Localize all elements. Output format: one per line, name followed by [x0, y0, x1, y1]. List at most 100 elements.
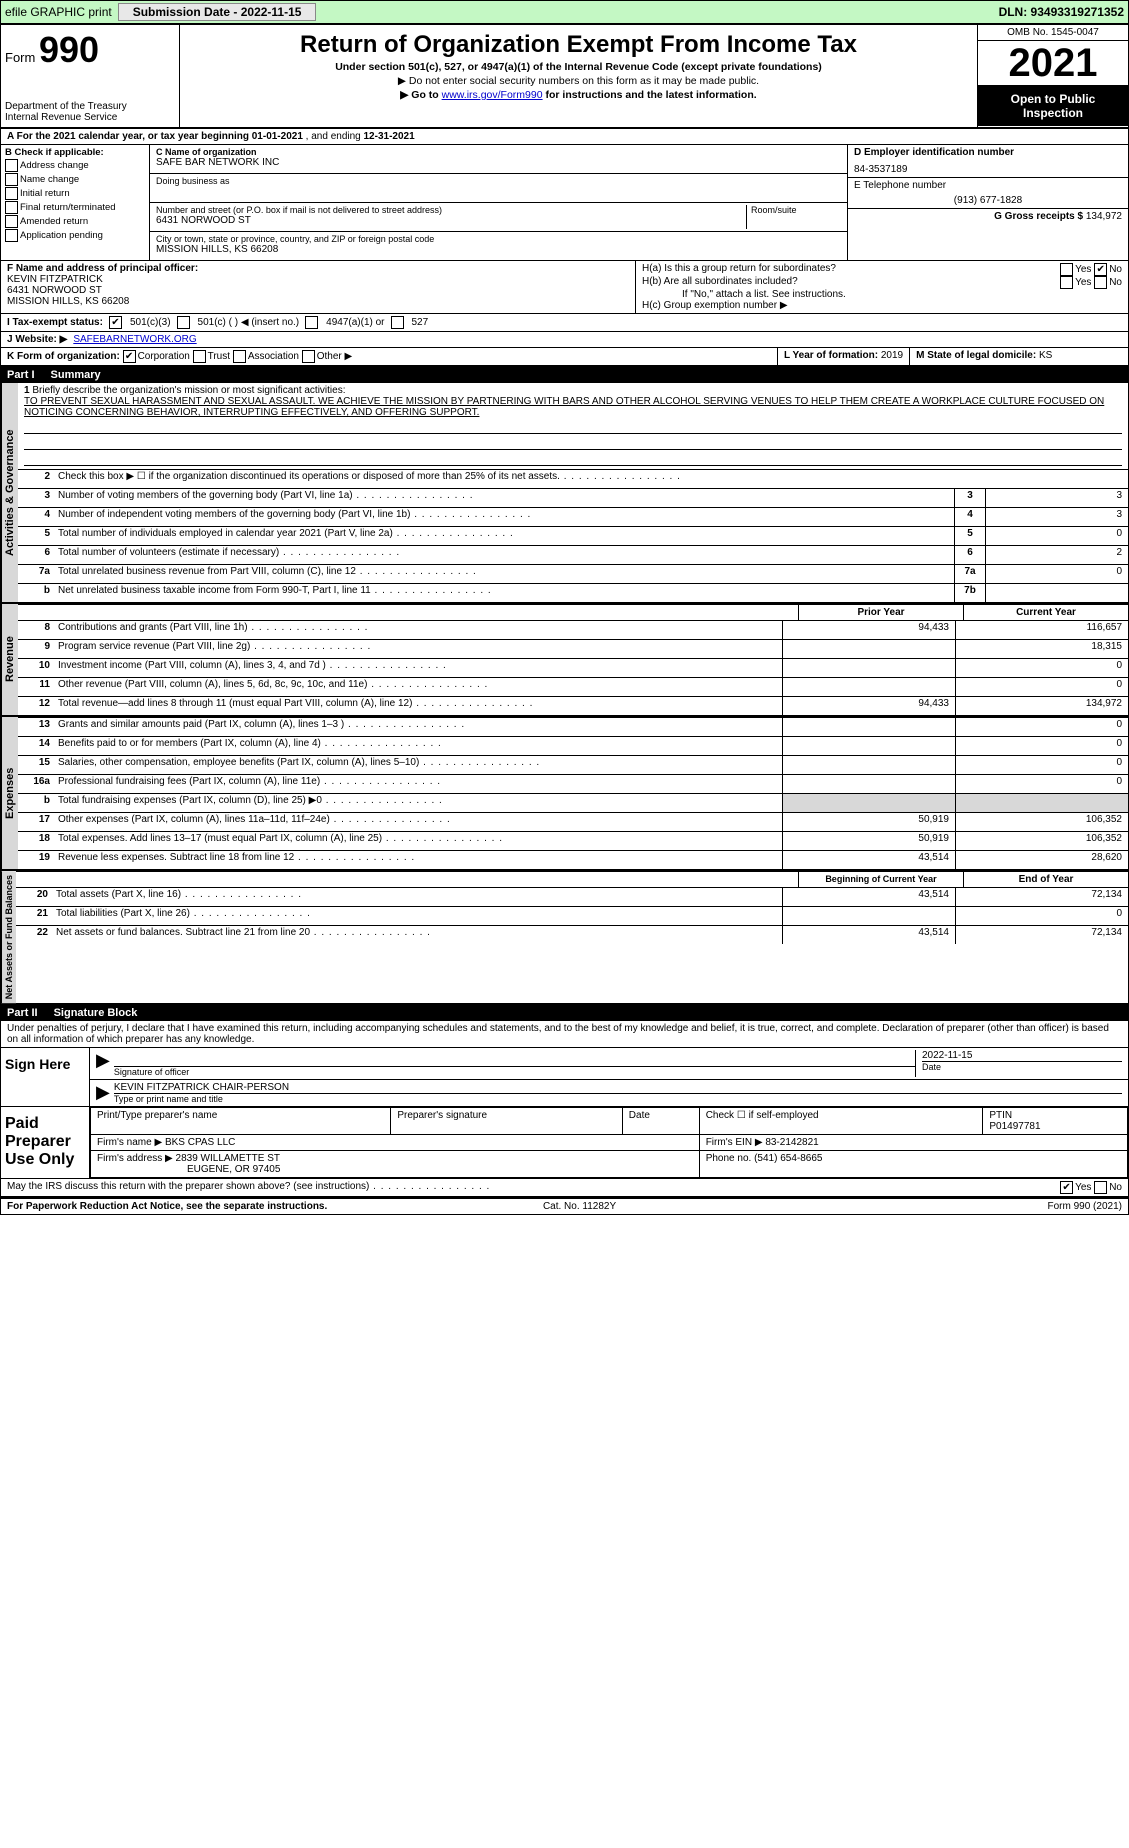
- form-header: Form 990 Department of the Treasury Inte…: [1, 25, 1128, 129]
- line-14: 14Benefits paid to or for members (Part …: [18, 736, 1128, 755]
- preparer-table: Print/Type preparer's name Preparer's si…: [90, 1107, 1128, 1178]
- label-room: Room/suite: [746, 205, 841, 229]
- line-18: 18Total expenses. Add lines 13–17 (must …: [18, 831, 1128, 850]
- chk-address-change[interactable]: Address change: [5, 159, 145, 172]
- chk-trust[interactable]: [193, 350, 206, 363]
- row-a-end: 12-31-2021: [364, 131, 415, 142]
- line-13: 13Grants and similar amounts paid (Part …: [18, 717, 1128, 736]
- ha-yesno: Yes ✔No: [1060, 263, 1122, 276]
- box-h: H(a) Is this a group return for subordin…: [636, 261, 1128, 313]
- chk-amended-return[interactable]: Amended return: [5, 215, 145, 228]
- gross-receipts: 134,972: [1086, 211, 1122, 222]
- chk-discuss-no[interactable]: [1094, 1181, 1107, 1194]
- sign-here-label: Sign Here: [1, 1048, 90, 1106]
- chk-corporation[interactable]: ✔: [123, 350, 136, 363]
- firm-phone-cell: Phone no. (541) 654-8665: [699, 1151, 1127, 1178]
- chk-association[interactable]: [233, 350, 246, 363]
- chk-501c[interactable]: [177, 316, 190, 329]
- line-5: 5Total number of individuals employed in…: [18, 526, 1128, 545]
- form-title: Return of Organization Exempt From Incom…: [188, 31, 969, 59]
- row-a-mid: , and ending: [306, 131, 364, 142]
- chk-name-change[interactable]: Name change: [5, 173, 145, 186]
- goto-post: for instructions and the latest informat…: [546, 89, 757, 101]
- hb-note: If "No," attach a list. See instructions…: [642, 289, 1122, 300]
- dept-treasury: Department of the Treasury: [5, 101, 175, 112]
- chk-4947[interactable]: [305, 316, 318, 329]
- hdr-prior-year: Prior Year: [798, 605, 963, 620]
- box-b-title: B Check if applicable:: [5, 147, 104, 158]
- submission-date-button[interactable]: Submission Date - 2022-11-15: [118, 3, 317, 21]
- line-10: 10Investment income (Part VIII, column (…: [18, 658, 1128, 677]
- omb-number: OMB No. 1545-0047: [978, 25, 1128, 41]
- irs-link[interactable]: www.irs.gov/Form990: [442, 89, 543, 101]
- firm-name: BKS CPAS LLC: [165, 1137, 235, 1148]
- line-21: 21Total liabilities (Part X, line 26)0: [16, 906, 1128, 925]
- box-k: K Form of organization: ✔Corporation Tru…: [1, 348, 778, 365]
- website-link[interactable]: SAFEBARNETWORK.ORG: [73, 334, 196, 345]
- line-6: 6Total number of volunteers (estimate if…: [18, 545, 1128, 564]
- line-2: 2Check this box ▶ ☐ if the organization …: [18, 469, 1128, 488]
- line-12: 12Total revenue—add lines 8 through 11 (…: [18, 696, 1128, 715]
- mission-blank1: [24, 419, 1122, 434]
- sig-date-label: Date: [922, 1062, 1122, 1072]
- sig-date: 2022-11-15: [922, 1050, 1122, 1062]
- ha-question: H(a) Is this a group return for subordin…: [642, 263, 1060, 276]
- section-fh: F Name and address of principal officer:…: [1, 261, 1128, 314]
- mission-label: Briefly describe the organization's miss…: [32, 385, 345, 396]
- chk-501c3[interactable]: ✔: [109, 316, 122, 329]
- officer-addr2: MISSION HILLS, KS 66208: [7, 296, 629, 307]
- line-11: 11Other revenue (Part VIII, column (A), …: [18, 677, 1128, 696]
- part1-num: Part I: [7, 369, 35, 381]
- section-bcd: B Check if applicable: Address change Na…: [1, 145, 1128, 261]
- prep-date-hdr: Date: [622, 1108, 699, 1135]
- mission-blank2: [24, 435, 1122, 450]
- hdr-current-year: Current Year: [963, 605, 1128, 620]
- ssn-note: ▶ Do not enter social security numbers o…: [188, 75, 969, 87]
- efile-label: efile GRAPHIC print: [5, 5, 112, 19]
- prep-name-hdr: Print/Type preparer's name: [91, 1108, 391, 1135]
- sign-here-section: Sign Here ▶ Signature of officer 2022-11…: [1, 1048, 1128, 1107]
- colhdr-na: Beginning of Current Year End of Year: [16, 871, 1128, 887]
- label-form-org: K Form of organization:: [7, 351, 120, 362]
- hc-question: H(c) Group exemption number ▶: [642, 300, 1122, 311]
- box-j: J Website: ▶ SAFEBARNETWORK.ORG: [1, 332, 1128, 348]
- header-right: OMB No. 1545-0047 2021 Open to Public In…: [977, 25, 1128, 127]
- box-i: I Tax-exempt status: ✔501(c)(3) 501(c) (…: [1, 314, 1128, 332]
- paperwork-notice: For Paperwork Reduction Act Notice, see …: [7, 1201, 327, 1212]
- label-phone: E Telephone number: [854, 180, 1122, 191]
- tax-year-row: A For the 2021 calendar year, or tax yea…: [1, 129, 1128, 145]
- form-prefix: Form: [5, 50, 35, 65]
- chk-final-return[interactable]: Final return/terminated: [5, 201, 145, 214]
- phone-value: (913) 677-1828: [854, 195, 1122, 206]
- firm-ein-cell: Firm's EIN ▶ 83-2142821: [699, 1135, 1127, 1151]
- form-container: Form 990 Department of the Treasury Inte…: [0, 24, 1129, 1215]
- mission-num: 1: [24, 385, 30, 396]
- colhdr-rev: Prior Year Current Year: [18, 604, 1128, 620]
- line-b: bTotal fundraising expenses (Part IX, co…: [18, 793, 1128, 812]
- band-exp: Expenses: [1, 717, 18, 869]
- chk-discuss-yes[interactable]: ✔: [1060, 1181, 1073, 1194]
- sig-officer-label: Signature of officer: [114, 1067, 915, 1077]
- dln-label: DLN: 93493319271352: [999, 5, 1124, 19]
- hdr-end-year: End of Year: [963, 872, 1128, 887]
- officer-addr1: 6431 NORWOOD ST: [7, 285, 629, 296]
- chk-initial-return[interactable]: Initial return: [5, 187, 145, 200]
- header-left: Form 990 Department of the Treasury Inte…: [1, 25, 180, 127]
- arrow-icon: ▶: [96, 1050, 110, 1077]
- line-16a: 16aProfessional fundraising fees (Part I…: [18, 774, 1128, 793]
- revenue-block: Revenue Prior Year Current Year 8Contrib…: [1, 604, 1128, 717]
- label-tax-status: I Tax-exempt status:: [7, 317, 103, 328]
- mission-blank3: [24, 451, 1122, 466]
- chk-other[interactable]: [302, 350, 315, 363]
- discuss-row: May the IRS discuss this return with the…: [1, 1179, 1128, 1198]
- line-9: 9Program service revenue (Part VIII, lin…: [18, 639, 1128, 658]
- goto-note: ▶ Go to www.irs.gov/Form990 for instruct…: [188, 89, 969, 101]
- prep-sig-hdr: Preparer's signature: [391, 1108, 622, 1135]
- firm-addr-cell: Firm's address ▶ 2839 WILLAMETTE ST EUGE…: [91, 1151, 700, 1178]
- prep-selfemp: Check ☐ if self-employed: [699, 1108, 983, 1135]
- chk-application-pending[interactable]: Application pending: [5, 229, 145, 242]
- line-4: 4Number of independent voting members of…: [18, 507, 1128, 526]
- chk-527[interactable]: [391, 316, 404, 329]
- line-3: 3Number of voting members of the governi…: [18, 488, 1128, 507]
- label-officer: F Name and address of principal officer:: [7, 263, 198, 274]
